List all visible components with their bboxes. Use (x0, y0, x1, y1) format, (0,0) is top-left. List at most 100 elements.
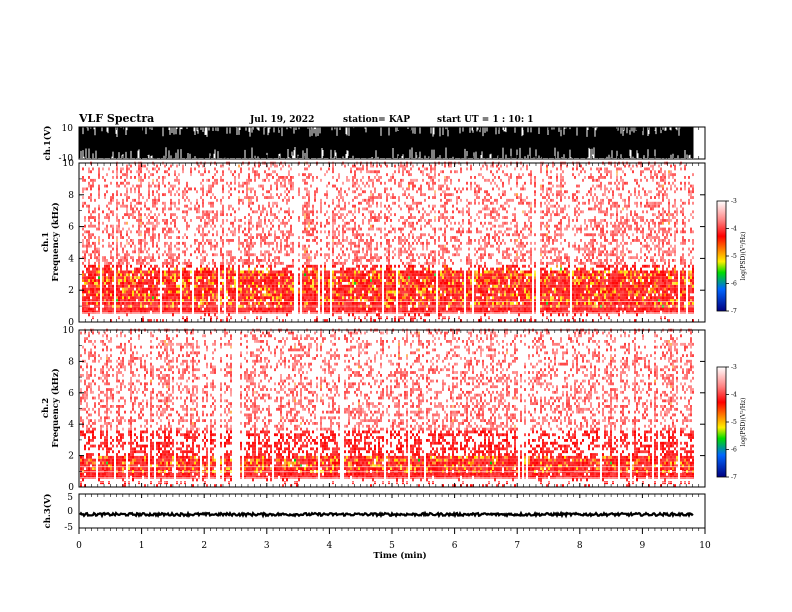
spectrogram-cell (354, 302, 356, 305)
spectrogram-cell (286, 310, 288, 314)
spectrogram-cell (378, 293, 380, 297)
spectrogram-cell (352, 310, 354, 314)
spectrogram-cell (320, 287, 322, 291)
spectrogram-cell (84, 256, 86, 260)
spectrogram-cell (388, 287, 390, 291)
spectrogram-cell (368, 241, 370, 245)
spectrogram-cell (292, 287, 294, 291)
spectrogram-cell (256, 290, 258, 294)
spectrogram-cell (220, 296, 222, 300)
spectrogram-cell (98, 196, 100, 199)
spectrogram-cell (226, 279, 228, 282)
spectrogram-cell (170, 190, 172, 194)
spectrogram-cell (308, 279, 310, 282)
spectrogram-cell (380, 281, 382, 285)
spectrogram-cell (352, 276, 354, 280)
spectrogram-cell (110, 198, 112, 202)
spectrogram-cell (370, 302, 372, 305)
spectrogram-cell (338, 173, 340, 177)
spectrogram-cell (272, 224, 274, 228)
spectrogram-cell (94, 307, 96, 311)
spectrogram-cell (82, 302, 84, 305)
spectrogram-cell (346, 293, 348, 297)
spectrogram-cell (212, 302, 214, 305)
spectrogram-cell (248, 253, 250, 257)
spectrogram-cell (394, 319, 396, 322)
spectrogram-cell (388, 253, 390, 257)
spectrogram-cell (374, 287, 376, 291)
spectrogram-cell (332, 296, 334, 300)
spectrogram-cell (264, 236, 266, 239)
spectrogram-cell (174, 213, 176, 217)
spectrogram-cell (216, 270, 218, 274)
spectrogram-cell (98, 250, 100, 254)
spectrogram-cell (334, 302, 336, 305)
spectrogram-cell (116, 261, 118, 265)
spectrogram-cell (310, 284, 312, 288)
spectrogram-cell (390, 178, 392, 182)
spectrogram-cell (120, 296, 122, 300)
spectrogram-cell (398, 170, 400, 174)
spectrogram-cell (386, 276, 388, 280)
spectrogram-cell (110, 281, 112, 285)
spectrogram-cell (314, 270, 316, 274)
spectrogram-cell (376, 219, 378, 222)
spectrogram-cell (388, 259, 390, 262)
spectrogram-cell (362, 302, 364, 305)
spectrogram-cell (262, 193, 264, 197)
spectrogram-cell (258, 173, 260, 177)
spectrogram-cell (140, 307, 142, 311)
spectrogram-cell (326, 284, 328, 288)
spectrogram-cell (298, 287, 300, 291)
spectrogram-cell (98, 216, 100, 219)
spectrogram-cell (374, 256, 376, 260)
spectrogram-cell (380, 307, 382, 311)
spectrogram-cell (174, 273, 176, 277)
spectrogram-cell (312, 204, 314, 208)
spectrogram-cell (276, 164, 278, 168)
spectrogram-cell (166, 221, 168, 225)
spectrogram-cell (232, 276, 234, 280)
spectrogram-cell (302, 244, 304, 248)
spectrogram-cell (210, 224, 212, 228)
spectrogram-cell (106, 261, 108, 265)
spectrogram-cell (156, 281, 158, 285)
spectrogram-cell (102, 284, 104, 288)
spectrogram-cell (108, 284, 110, 288)
spectrogram-cell (148, 184, 150, 188)
spectrogram-cell (206, 233, 208, 237)
spectrogram-cell (130, 293, 132, 297)
spectrogram-cell (360, 310, 362, 314)
spectrogram-cell (268, 253, 270, 257)
spectrogram-cell (298, 253, 300, 257)
spectrogram-cell (194, 284, 196, 288)
spectrogram-cell (406, 302, 408, 305)
spectrogram-cell (376, 164, 378, 168)
spectrogram-cell (240, 241, 242, 245)
spectrogram-cell (124, 270, 126, 274)
spectrogram-cell (186, 302, 188, 305)
spectrogram-cell (198, 204, 200, 208)
spectrogram-cell (398, 236, 400, 239)
spectrogram-cell (146, 299, 148, 302)
spectrogram-cell (340, 247, 342, 251)
spectrogram-cell (392, 273, 394, 277)
spectrogram-cell (370, 244, 372, 248)
spectrogram-cell (118, 276, 120, 280)
spectrogram-cell (98, 290, 100, 294)
spectrogram-cell (310, 293, 312, 297)
spectrogram-cell (384, 190, 386, 194)
spectrogram-cell (176, 178, 178, 182)
spectrogram-cell (262, 287, 264, 291)
spectrogram-cell (388, 216, 390, 219)
spectrogram-cell (168, 190, 170, 194)
spectrogram-cell (332, 299, 334, 302)
spectrogram-cell (208, 170, 210, 174)
spectrogram-cell (248, 267, 250, 271)
spectrogram-cell (286, 273, 288, 277)
spectrogram-cell (182, 287, 184, 291)
spectrogram-cell (94, 198, 96, 202)
spectrogram-cell (390, 307, 392, 311)
spectrogram-cell (298, 299, 300, 302)
spectrogram-cell (338, 270, 340, 274)
